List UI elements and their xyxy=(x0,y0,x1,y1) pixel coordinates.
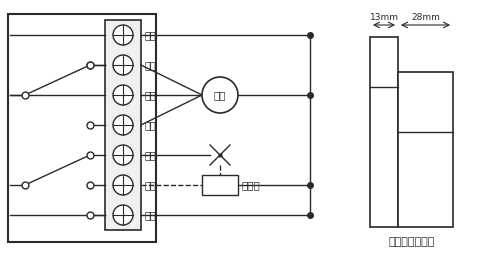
Text: 温控器侧成尺寸: 温控器侧成尺寸 xyxy=(388,237,434,247)
Circle shape xyxy=(113,115,133,135)
Text: 13mm: 13mm xyxy=(370,13,398,22)
Text: 高速: 高速 xyxy=(145,60,157,70)
Circle shape xyxy=(202,77,238,113)
Bar xyxy=(105,20,141,230)
Bar xyxy=(202,175,238,195)
Circle shape xyxy=(113,145,133,165)
Text: 电动阀: 电动阀 xyxy=(241,180,260,190)
Text: 零线: 零线 xyxy=(145,210,157,220)
Circle shape xyxy=(113,55,133,75)
Circle shape xyxy=(113,175,133,195)
Circle shape xyxy=(113,205,133,225)
Text: 28mm: 28mm xyxy=(411,13,440,22)
Bar xyxy=(8,14,156,242)
Bar xyxy=(398,72,453,227)
Text: 打开: 打开 xyxy=(145,150,157,160)
Text: 中速: 中速 xyxy=(145,90,157,100)
Bar xyxy=(370,37,398,227)
Text: 低速: 低速 xyxy=(145,120,157,130)
Text: 火线: 火线 xyxy=(145,30,157,40)
Circle shape xyxy=(113,85,133,105)
Text: 风机: 风机 xyxy=(214,90,226,100)
Text: 关闭: 关闭 xyxy=(145,180,157,190)
Circle shape xyxy=(113,25,133,45)
